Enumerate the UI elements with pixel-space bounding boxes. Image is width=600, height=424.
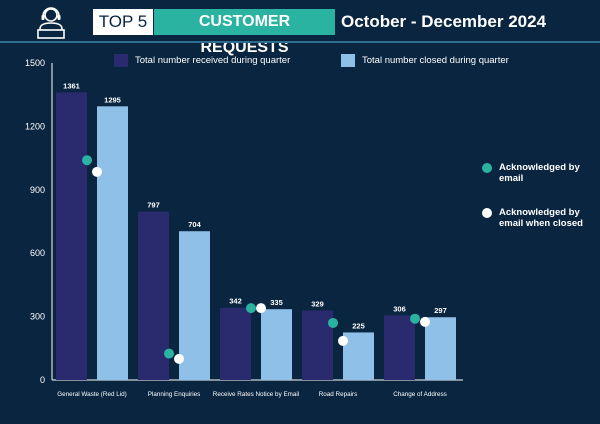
marker-ack-closed — [256, 303, 266, 314]
data-label-closed: 225 — [352, 321, 365, 330]
data-label-received: 342 — [229, 297, 242, 306]
legend-received-swatch — [114, 53, 128, 67]
data-label-received: 1361 — [63, 81, 80, 90]
x-tick-label: Change of Address — [393, 391, 447, 398]
y-tick-label: 300 — [30, 312, 45, 322]
bar-closed — [97, 106, 128, 380]
y-tick-label: 0 — [40, 375, 45, 385]
legend-closed: Total number closed during quarter — [341, 52, 509, 68]
legend-ack-email-label: Acknowledged by email — [499, 162, 580, 184]
y-tick-label: 1200 — [25, 121, 45, 131]
y-tick-label: 600 — [30, 248, 45, 258]
bar-closed — [179, 231, 210, 380]
data-label-received: 306 — [393, 304, 406, 313]
customer-service-icon — [37, 7, 65, 39]
legend-closed-swatch — [341, 53, 355, 67]
header-divider — [0, 41, 600, 43]
bar-received — [56, 92, 87, 380]
bar-received — [384, 315, 415, 380]
y-tick-label: 1500 — [25, 58, 45, 68]
y-tick-label: 900 — [30, 185, 45, 195]
x-tick-label: Road Repairs — [319, 391, 358, 398]
marker-ack-email — [410, 313, 420, 324]
data-label-received: 329 — [311, 299, 324, 308]
legend-closed-label: Total number closed during quarter — [362, 54, 509, 66]
bar-received — [302, 310, 333, 380]
marker-ack-email — [82, 155, 92, 166]
data-label-closed: 1295 — [104, 95, 121, 104]
bar-closed — [425, 317, 456, 380]
marker-ack-email — [164, 348, 174, 359]
marker-ack-closed — [338, 335, 348, 346]
marker-ack-closed — [174, 353, 184, 364]
period-subtitle: October - December 2024 — [341, 12, 547, 31]
marker-ack-email — [328, 317, 338, 328]
legend-received-label: Total number received during quarter — [135, 54, 291, 66]
x-tick-label: General Waste (Red Lid) — [57, 391, 126, 398]
data-label-closed: 704 — [188, 220, 201, 229]
legend-ack-email-dot — [482, 163, 492, 173]
bar-closed — [343, 332, 374, 380]
data-label-closed: 335 — [270, 298, 283, 307]
x-tick-label: Receive Rates Notice by Email — [213, 391, 299, 398]
data-label-closed: 297 — [434, 306, 447, 315]
top5-badge: TOP 5 — [93, 9, 153, 35]
data-label-received: 797 — [147, 201, 160, 210]
legend-received: Total number received during quarter — [114, 52, 290, 68]
legend-ack-closed-dot — [482, 208, 492, 218]
legend-ack-closed: Acknowledged by email when closed — [482, 207, 589, 229]
page-title: CUSTOMER REQUESTS — [154, 9, 335, 56]
marker-ack-email — [246, 303, 256, 314]
legend-ack-closed-label: Acknowledged by email when closed — [499, 207, 583, 229]
legend-ack-email: Acknowledged by email — [482, 162, 589, 184]
bar-received — [138, 211, 169, 380]
x-tick-label: Planning Enquiries — [148, 391, 201, 398]
marker-ack-closed — [420, 316, 430, 327]
marker-ack-closed — [92, 166, 102, 177]
bar-received — [220, 307, 251, 380]
bar-closed — [261, 309, 292, 380]
